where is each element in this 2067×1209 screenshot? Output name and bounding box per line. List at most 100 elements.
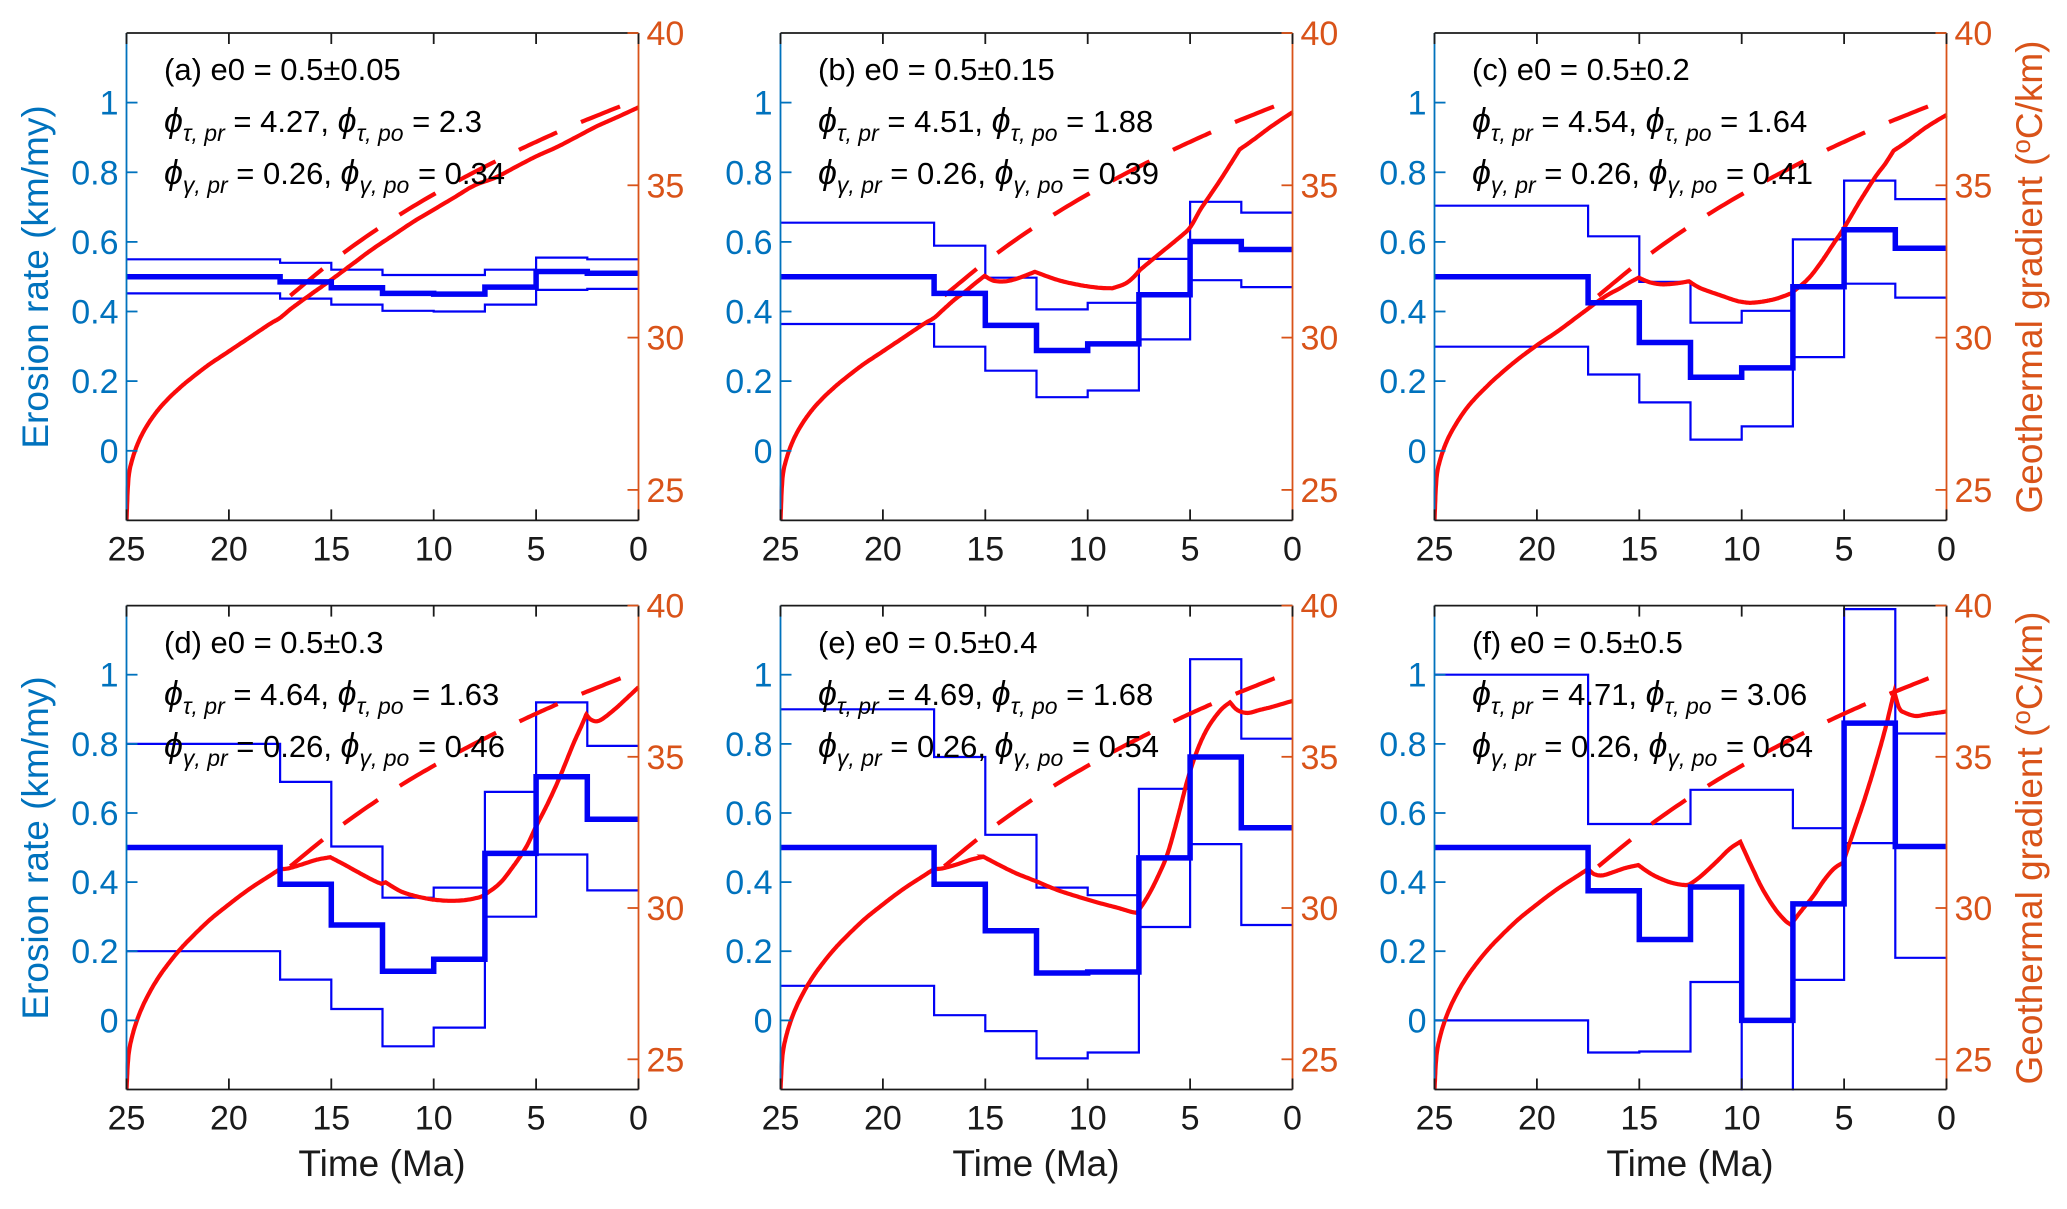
svg-text:5: 5 — [527, 1100, 546, 1138]
svg-text:0.6: 0.6 — [725, 795, 772, 833]
svg-text:40: 40 — [1301, 15, 1339, 53]
svg-text:10: 10 — [1723, 530, 1761, 568]
svg-text:25: 25 — [1416, 530, 1454, 568]
svg-text:0.2: 0.2 — [1379, 363, 1426, 401]
svg-text:Time (Ma): Time (Ma) — [1606, 1143, 1773, 1184]
svg-text:30: 30 — [1301, 890, 1339, 928]
svg-text:0: 0 — [754, 1002, 773, 1040]
svg-text:(c) e0 = 0.5±0.2: (c) e0 = 0.5±0.2 — [1472, 52, 1690, 87]
svg-text:20: 20 — [1518, 530, 1556, 568]
svg-text:40: 40 — [1955, 15, 1993, 53]
svg-text:30: 30 — [1955, 320, 1993, 358]
svg-text:25: 25 — [1301, 1041, 1339, 1079]
svg-text:25: 25 — [647, 1041, 685, 1079]
svg-text:0: 0 — [629, 530, 648, 568]
svg-text:0.4: 0.4 — [1379, 864, 1426, 902]
svg-text:ϕτ, pr = 4.51, ϕτ, po = 1.88: ϕτ, pr = 4.51, ϕτ, po = 1.88 — [818, 102, 1153, 146]
svg-text:5: 5 — [1181, 1100, 1200, 1138]
svg-text:0.8: 0.8 — [71, 154, 118, 192]
svg-text:35: 35 — [647, 167, 685, 205]
svg-text:0.4: 0.4 — [71, 294, 118, 332]
svg-text:25: 25 — [762, 1100, 800, 1138]
svg-text:Erosion rate (km/my): Erosion rate (km/my) — [15, 676, 56, 1019]
svg-text:0.6: 0.6 — [71, 795, 118, 833]
svg-text:40: 40 — [1955, 588, 1993, 626]
svg-text:1: 1 — [1408, 657, 1427, 695]
svg-text:1: 1 — [1408, 85, 1427, 123]
svg-text:ϕγ, pr = 0.26, ϕγ, po = 0.46: ϕγ, pr = 0.26, ϕγ, po = 0.46 — [164, 727, 505, 771]
svg-text:0.6: 0.6 — [1379, 795, 1426, 833]
svg-text:0.2: 0.2 — [725, 933, 772, 971]
svg-text:(f) e0 = 0.5±0.5: (f) e0 = 0.5±0.5 — [1472, 625, 1683, 660]
svg-text:1: 1 — [754, 85, 773, 123]
svg-text:ϕγ, pr = 0.26, ϕγ, po = 0.39: ϕγ, pr = 0.26, ϕγ, po = 0.39 — [818, 154, 1159, 198]
svg-text:ϕτ, pr = 4.54, ϕτ, po = 1.64: ϕτ, pr = 4.54, ϕτ, po = 1.64 — [1472, 102, 1807, 146]
svg-text:15: 15 — [1620, 1100, 1658, 1138]
svg-text:0.4: 0.4 — [1379, 294, 1426, 332]
svg-text:Geothermal gradient (oC/km): Geothermal gradient (oC/km) — [2006, 40, 2050, 513]
svg-text:0: 0 — [1283, 1100, 1302, 1138]
svg-text:0.6: 0.6 — [1379, 224, 1426, 262]
svg-text:15: 15 — [966, 530, 1004, 568]
svg-text:5: 5 — [1181, 530, 1200, 568]
svg-text:(e) e0 = 0.5±0.4: (e) e0 = 0.5±0.4 — [818, 625, 1038, 660]
svg-text:20: 20 — [210, 1100, 248, 1138]
svg-text:35: 35 — [1301, 739, 1339, 777]
svg-text:15: 15 — [966, 1100, 1004, 1138]
svg-text:30: 30 — [1955, 890, 1993, 928]
svg-text:0: 0 — [100, 433, 119, 471]
svg-text:5: 5 — [1835, 1100, 1854, 1138]
svg-text:30: 30 — [647, 890, 685, 928]
svg-text:ϕγ, pr = 0.26, ϕγ, po = 0.34: ϕγ, pr = 0.26, ϕγ, po = 0.34 — [164, 154, 505, 198]
svg-text:25: 25 — [1301, 472, 1339, 510]
svg-text:35: 35 — [1955, 739, 1993, 777]
svg-text:40: 40 — [1301, 588, 1339, 626]
svg-text:0.8: 0.8 — [71, 726, 118, 764]
svg-text:20: 20 — [1518, 1100, 1556, 1138]
svg-text:ϕτ, pr = 4.69, ϕτ, po = 1.68: ϕτ, pr = 4.69, ϕτ, po = 1.68 — [818, 675, 1153, 719]
svg-text:0: 0 — [1408, 1002, 1427, 1040]
svg-text:Geothermal gradient (oC/km): Geothermal gradient (oC/km) — [2006, 611, 2050, 1084]
svg-text:25: 25 — [1955, 1041, 1993, 1079]
svg-text:0.8: 0.8 — [1379, 154, 1426, 192]
svg-text:0.2: 0.2 — [725, 363, 772, 401]
svg-text:ϕτ, pr = 4.64, ϕτ, po = 1.63: ϕτ, pr = 4.64, ϕτ, po = 1.63 — [164, 675, 499, 719]
svg-text:0.4: 0.4 — [71, 864, 118, 902]
svg-text:Time (Ma): Time (Ma) — [298, 1143, 465, 1184]
svg-text:25: 25 — [108, 1100, 146, 1138]
svg-text:ϕγ, pr = 0.26, ϕγ, po = 0.54: ϕγ, pr = 0.26, ϕγ, po = 0.54 — [818, 727, 1159, 771]
svg-text:20: 20 — [864, 1100, 902, 1138]
svg-text:0: 0 — [1283, 530, 1302, 568]
svg-text:20: 20 — [210, 530, 248, 568]
svg-text:0.8: 0.8 — [725, 726, 772, 764]
svg-text:0.6: 0.6 — [71, 224, 118, 262]
svg-text:25: 25 — [108, 530, 146, 568]
svg-text:25: 25 — [1416, 1100, 1454, 1138]
svg-text:ϕτ, pr = 4.27, ϕτ, po = 2.3: ϕτ, pr = 4.27, ϕτ, po = 2.3 — [164, 102, 482, 146]
svg-text:5: 5 — [1835, 530, 1854, 568]
svg-text:20: 20 — [864, 530, 902, 568]
svg-text:35: 35 — [1301, 167, 1339, 205]
svg-text:0.4: 0.4 — [725, 294, 772, 332]
svg-text:1: 1 — [100, 657, 119, 695]
svg-text:(b) e0 = 0.5±0.15: (b) e0 = 0.5±0.15 — [818, 52, 1055, 87]
svg-text:0: 0 — [1937, 530, 1956, 568]
svg-text:25: 25 — [647, 472, 685, 510]
svg-text:1: 1 — [754, 657, 773, 695]
svg-text:0: 0 — [100, 1002, 119, 1040]
svg-text:ϕτ, pr = 4.71, ϕτ, po = 3.06: ϕτ, pr = 4.71, ϕτ, po = 3.06 — [1472, 675, 1807, 719]
svg-text:10: 10 — [415, 1100, 453, 1138]
svg-text:Time (Ma): Time (Ma) — [952, 1143, 1119, 1184]
svg-text:0: 0 — [629, 1100, 648, 1138]
svg-text:40: 40 — [647, 15, 685, 53]
svg-text:0.2: 0.2 — [1379, 933, 1426, 971]
svg-text:15: 15 — [1620, 530, 1658, 568]
svg-text:1: 1 — [100, 85, 119, 123]
svg-text:10: 10 — [415, 530, 453, 568]
svg-text:40: 40 — [647, 588, 685, 626]
svg-text:35: 35 — [647, 739, 685, 777]
svg-text:0.2: 0.2 — [71, 933, 118, 971]
svg-text:10: 10 — [1069, 1100, 1107, 1138]
svg-text:5: 5 — [527, 530, 546, 568]
svg-text:25: 25 — [762, 530, 800, 568]
